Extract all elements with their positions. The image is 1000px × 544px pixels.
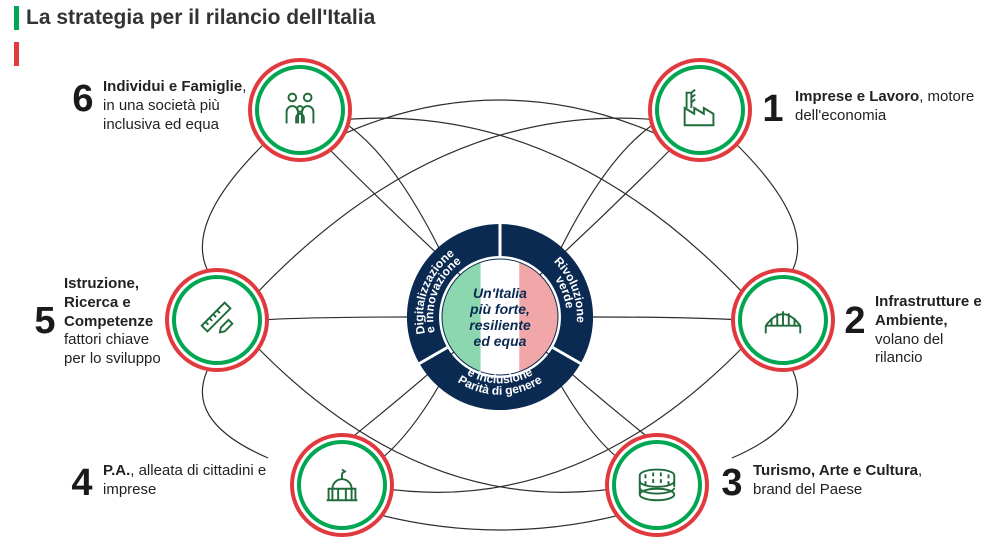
ruler-pencil-icon — [194, 295, 240, 346]
node-2-number: 2 — [840, 300, 870, 343]
hub: Digitalizzazione e innovazione Rivoluzio… — [407, 224, 593, 410]
node-4-circle — [297, 440, 387, 530]
factory-icon — [677, 85, 723, 136]
node-4-number: 4 — [67, 462, 97, 505]
node-5-rest: fattori chiave per lo sviluppo — [64, 331, 161, 367]
bridge-icon — [760, 295, 806, 346]
node-5-circle — [172, 275, 262, 365]
node-6-number: 6 — [68, 78, 98, 121]
node-1-bold: Imprese e Lavoro — [795, 88, 919, 105]
node-3-circle — [612, 440, 702, 530]
hub-center-text: Un'Italia più forte, resiliente ed equa — [445, 285, 555, 349]
node-5-number: 5 — [30, 300, 60, 343]
family-icon — [277, 85, 323, 136]
node-2-bold: Infrastrutture e Ambiente, — [875, 293, 982, 329]
node-2-circle — [738, 275, 828, 365]
hub-line1: Un'Italia — [473, 285, 527, 301]
hub-line3: resiliente — [469, 317, 530, 333]
hub-line2: più forte, — [470, 301, 530, 317]
node-3-label: Turismo, Arte e Cultura, brand del Paese — [753, 462, 963, 500]
node-4-label: P.A., alleata di cittadini e imprese — [103, 462, 273, 500]
colosseum-icon — [634, 460, 680, 511]
node-6-bold: Individui e Famiglie — [103, 78, 242, 95]
node-6-label: Individui e Famiglie, in una società più… — [103, 78, 253, 134]
node-2-label: Infrastrutture e Ambiente, volano del ri… — [875, 293, 995, 368]
node-1-number: 1 — [758, 88, 788, 131]
node-1-label: Imprese e Lavoro, motore dell'economia — [795, 88, 975, 126]
node-5-bold: Istruzione, Ricerca e Competenze — [64, 275, 153, 330]
capitol-icon — [319, 460, 365, 511]
node-3-bold: Turismo, Arte e Cultura — [753, 462, 918, 479]
node-6-circle — [255, 65, 345, 155]
node-4-bold: P.A. — [103, 462, 130, 479]
node-2-rest: volano del rilancio — [875, 331, 943, 367]
node-1-circle — [655, 65, 745, 155]
node-3-number: 3 — [717, 462, 747, 505]
node-5-label: Istruzione, Ricerca e Competenze fattori… — [64, 275, 169, 369]
hub-line4: ed equa — [474, 333, 527, 349]
